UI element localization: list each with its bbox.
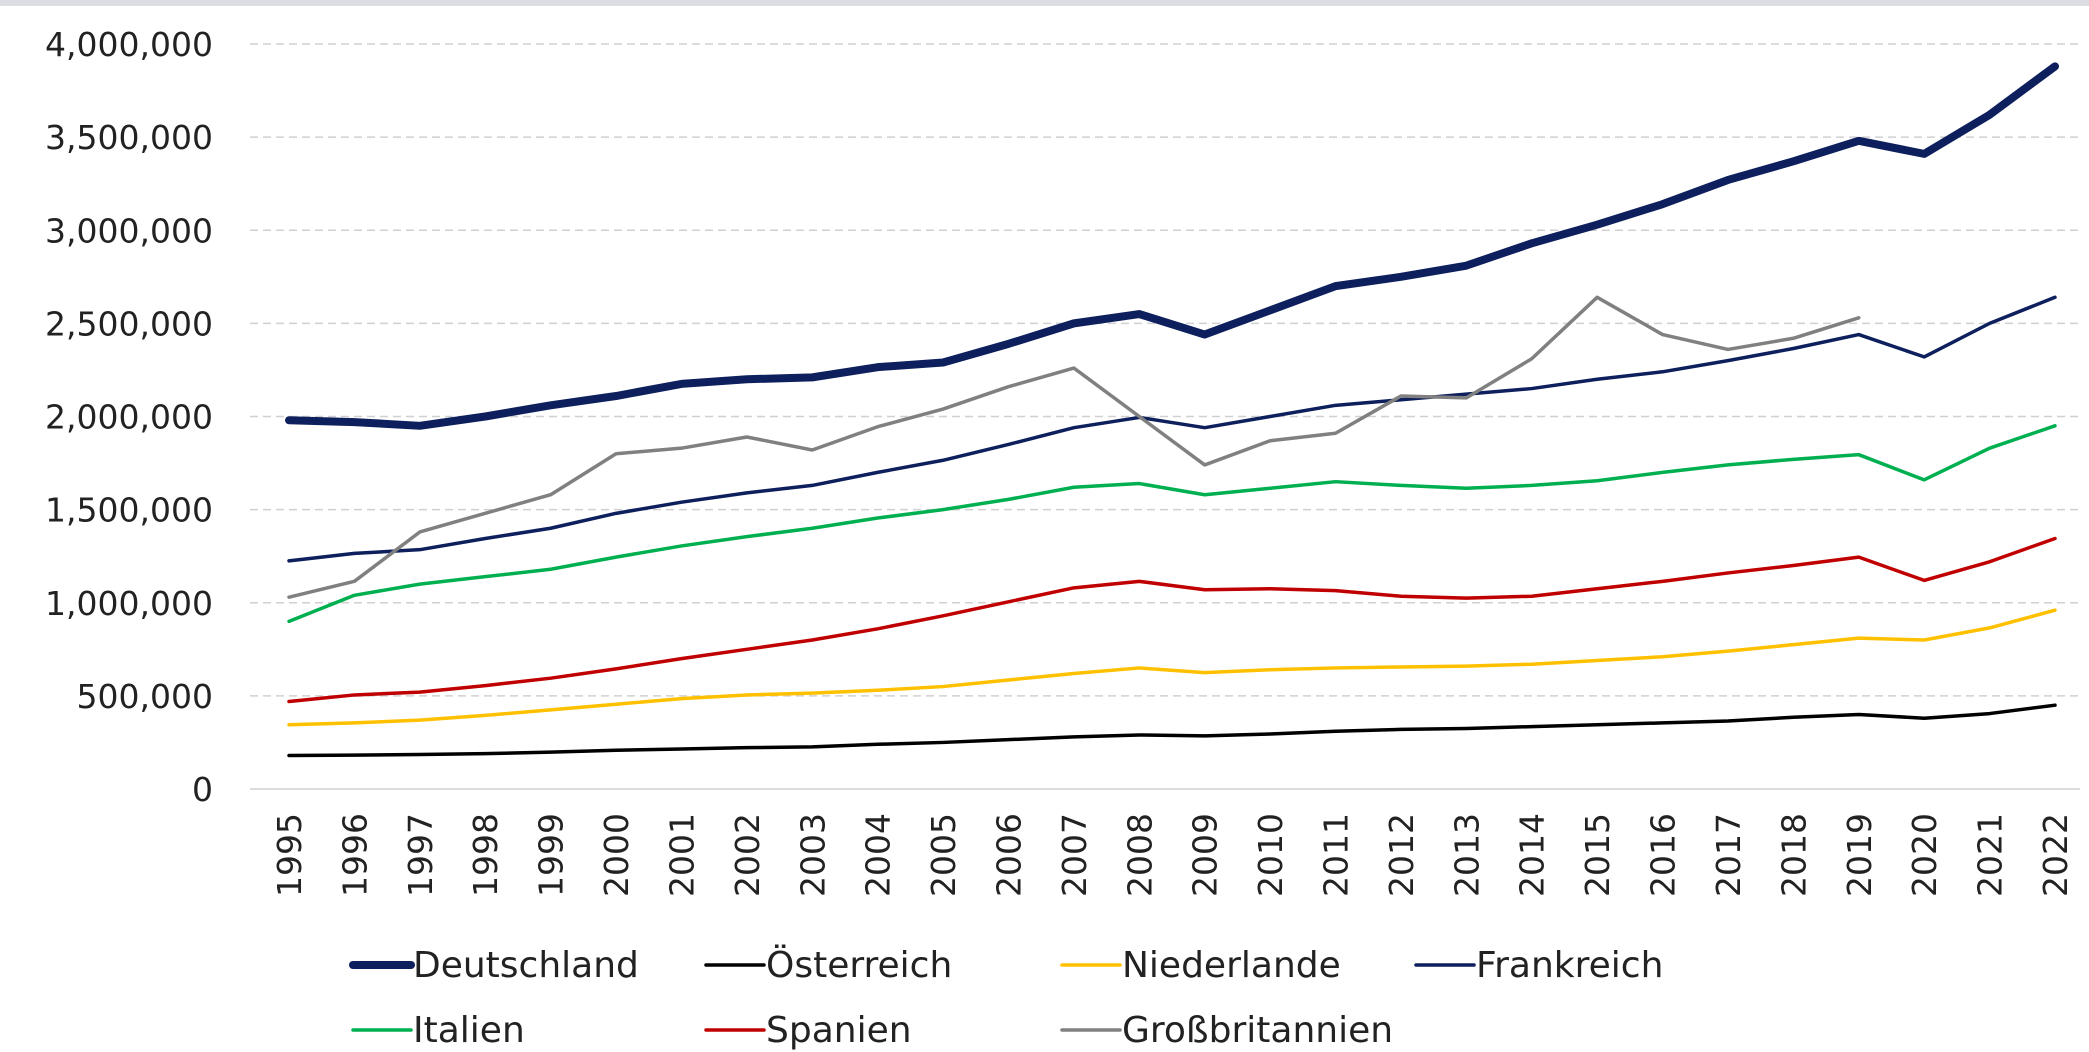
x-tick-label: 2004	[859, 813, 898, 897]
x-tick-label: 2013	[1447, 813, 1486, 897]
legend-label: Großbritannien	[1122, 1010, 1393, 1051]
x-tick-label: 1999	[532, 813, 571, 897]
x-tick-label: 2012	[1382, 813, 1421, 897]
y-tick-label: 1,000,000	[45, 584, 213, 623]
x-tick-label: 2005	[924, 813, 963, 897]
legend-label: Frankreich	[1476, 945, 1663, 986]
x-tick-label: 2020	[1905, 813, 1944, 897]
x-tick-label: 2000	[597, 813, 636, 897]
x-tick-label: 1996	[335, 813, 374, 897]
x-tick-label: 1997	[401, 813, 440, 897]
legend-label: Niederlande	[1122, 945, 1341, 986]
x-tick-label: 2015	[1578, 813, 1617, 897]
series-line	[287, 536, 2057, 704]
x-tick-label: 2002	[728, 813, 767, 897]
series-line	[287, 608, 2057, 727]
x-tick-label: 2007	[1055, 813, 1094, 897]
x-tick-label: 2006	[989, 813, 1028, 897]
y-tick-label: 500,000	[77, 677, 213, 716]
y-tick-label: 4,000,000	[45, 25, 213, 64]
series-line	[287, 295, 1861, 599]
x-tick-label: 2022	[2036, 813, 2075, 897]
x-tick-label: 2017	[1709, 813, 1748, 897]
x-tick-label: 2019	[1840, 813, 1879, 897]
legend-label: Deutschland	[413, 945, 639, 986]
legend-label: Österreich	[766, 944, 952, 986]
legend-label: Italien	[413, 1010, 525, 1051]
x-tick-label: 2008	[1120, 813, 1159, 897]
x-tick-label: 2016	[1644, 813, 1683, 897]
series-line	[285, 62, 2059, 430]
y-tick-label: 3,500,000	[45, 118, 213, 157]
x-tick-label: 2003	[793, 813, 832, 897]
series-line	[287, 424, 2057, 624]
x-tick-label: 2021	[1971, 813, 2010, 897]
y-tick-label: 2,500,000	[45, 304, 213, 343]
x-tick-label: 2010	[1251, 813, 1290, 897]
series-line	[287, 295, 2057, 563]
y-tick-label: 3,000,000	[45, 211, 213, 250]
x-tick-label: 2011	[1317, 813, 1356, 897]
x-tick-label: 2018	[1774, 813, 1813, 897]
x-tick-label: 2001	[662, 813, 701, 897]
legend-label: Spanien	[766, 1010, 912, 1051]
x-tick-label: 1995	[270, 813, 309, 897]
y-tick-label: 2,000,000	[45, 398, 213, 437]
x-tick-label: 2014	[1513, 813, 1552, 897]
x-tick-label: 2009	[1186, 813, 1225, 897]
y-tick-label: 1,500,000	[45, 491, 213, 530]
y-tick-label: 0	[192, 770, 213, 809]
series-line	[287, 703, 2057, 758]
x-tick-label: 1998	[466, 813, 505, 897]
top-bar	[0, 0, 2089, 6]
